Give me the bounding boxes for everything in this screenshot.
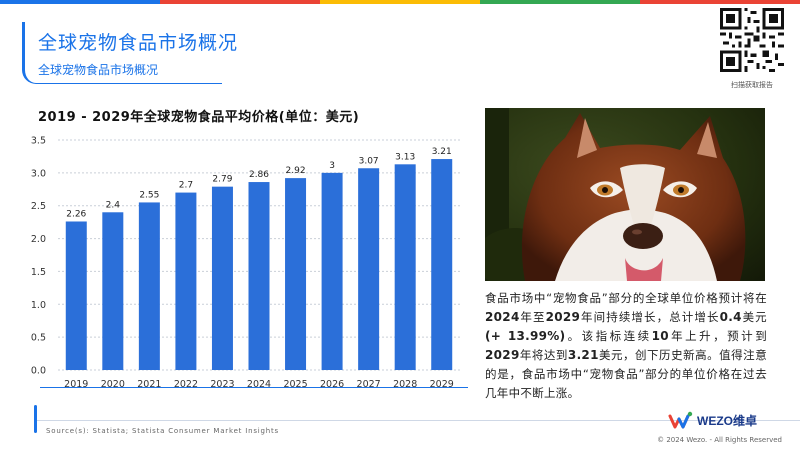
description-highlight: 2029 [545, 310, 581, 324]
x-tick-label: 2024 [247, 379, 271, 390]
bar [175, 192, 197, 370]
description-text: 年上升，预计到 [668, 329, 767, 343]
stripe-segment [0, 0, 160, 4]
bar [431, 159, 453, 370]
page-title: 全球宠物食品市场概况 [38, 32, 239, 54]
bar [285, 178, 307, 370]
stripe-segment [320, 0, 480, 4]
chart-title: 2019 - 2029年全球宠物食品平均价格(单位：美元) [38, 110, 360, 125]
description-text: 美元 [741, 310, 767, 324]
bar [138, 202, 160, 370]
description-text: 年间持续增长，总计增长 [580, 310, 720, 324]
description-text: 年至 [519, 310, 546, 324]
brand-name: WEZO维卓 [697, 413, 757, 428]
x-tick-label: 2022 [174, 379, 198, 390]
bar [102, 212, 124, 370]
description-highlight: 0.4 [719, 310, 742, 324]
stripe-segment [480, 0, 640, 4]
bar-value-label: 3 [329, 161, 335, 171]
husky-dog-photo [485, 108, 765, 281]
description-highlight: 10 [651, 329, 669, 343]
x-tick-label: 2023 [210, 379, 234, 390]
stripe-segment [160, 0, 320, 4]
description-text: 。该指标连续 [565, 329, 652, 343]
bar-value-label: 3.07 [359, 156, 379, 166]
x-tick-label: 2027 [357, 379, 381, 390]
wezo-logo-icon [668, 411, 693, 429]
x-tick-label: 2021 [137, 379, 161, 390]
bar-value-label: 2.92 [286, 166, 306, 176]
x-tick-label: 2020 [101, 379, 125, 390]
qr-code-icon[interactable] [720, 8, 784, 72]
y-tick-label: 3.0 [31, 168, 46, 179]
bar [358, 168, 380, 370]
y-tick-label: 0.0 [31, 366, 46, 377]
bar-value-label: 3.13 [395, 152, 415, 162]
footer-divider [34, 420, 800, 421]
x-tick-label: 2025 [283, 379, 307, 390]
brand-logo[interactable]: WEZO维卓 [668, 410, 757, 430]
bar-value-label: 2.26 [66, 209, 86, 219]
description-highlight: 2024 [485, 310, 520, 324]
copyright-text: © 2024 Wezo. - All Rights Reserved [657, 436, 782, 444]
y-tick-label: 1.0 [31, 300, 46, 311]
bar [321, 172, 343, 370]
y-tick-label: 3.5 [31, 136, 46, 147]
bar [65, 221, 87, 370]
description-highlight: (+ 13.99%) [485, 329, 566, 343]
bar [394, 164, 416, 370]
bar-value-label: 2.55 [139, 190, 159, 200]
footer-accent-tick [34, 405, 37, 433]
bar-value-label: 2.86 [249, 170, 269, 180]
x-tick-label: 2026 [320, 379, 344, 390]
price-bar-chart: 0.0 0.5 1.0 1.5 2.0 2.5 3.0 3.5 2.26 2019 2.4 2020 2… [31, 136, 460, 390]
x-tick-label: 2028 [393, 379, 417, 390]
chart-divider [40, 387, 468, 388]
header-frame [22, 22, 222, 84]
qr-caption: 扫描获取报告 [731, 81, 773, 89]
bar-value-label: 2.7 [179, 181, 193, 191]
page-subtitle: 全球宠物食品市场概况 [38, 63, 159, 77]
bar [248, 182, 270, 370]
description-paragraph: 食品市场中“宠物食品”部分的全球单位价格预计将在2024年至2029年间持续增长… [485, 289, 767, 403]
y-tick-label: 2.5 [31, 201, 46, 212]
y-tick-label: 2.0 [31, 234, 46, 245]
top-color-stripe [0, 0, 800, 4]
description-text: 美元，创下历史新高。值得注意的是，食品市场中“宠物食品”部分的单位价格在过去几年… [485, 348, 768, 400]
description-highlight: 3.21 [567, 348, 599, 362]
description-highlight: 2029 [485, 348, 520, 362]
x-tick-label: 2029 [430, 379, 454, 390]
stripe-segment [640, 0, 800, 4]
source-note: Source(s): Statista; Statista Consumer M… [46, 427, 280, 435]
y-tick-label: 1.5 [31, 267, 46, 278]
bar-value-label: 3.21 [432, 147, 452, 157]
x-tick-label: 2019 [64, 379, 88, 390]
y-tick-label: 0.5 [31, 333, 46, 344]
bar-value-label: 2.4 [106, 200, 121, 210]
description-text: 食品市场中“宠物食品”部分的全球单位价格预计将在 [485, 291, 767, 305]
bar [211, 186, 233, 370]
description-text: 年将达到 [519, 348, 568, 362]
bar-value-label: 2.79 [212, 175, 232, 185]
